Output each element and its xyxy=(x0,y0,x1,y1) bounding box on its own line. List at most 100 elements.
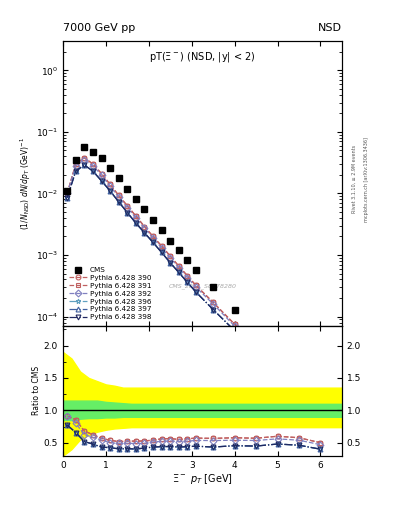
Pythia 6.428 397 xyxy=(176,269,181,275)
CMS xyxy=(73,157,78,163)
Pythia 6.428 398 xyxy=(211,307,215,313)
Line: Pythia 6.428 398: Pythia 6.428 398 xyxy=(65,162,323,405)
Pythia 6.428 390 xyxy=(194,283,198,289)
Pythia 6.428 397 xyxy=(254,350,259,356)
Pythia 6.428 390 xyxy=(176,263,181,269)
Pythia 6.428 391 xyxy=(185,273,190,279)
Pythia 6.428 398 xyxy=(99,178,104,184)
Pythia 6.428 398 xyxy=(194,289,198,295)
Pythia 6.428 390 xyxy=(232,321,237,327)
Pythia 6.428 392 xyxy=(116,194,121,200)
Pythia 6.428 397 xyxy=(134,220,138,226)
Pythia 6.428 392 xyxy=(194,284,198,290)
Pythia 6.428 398 xyxy=(134,220,138,226)
Pythia 6.428 391 xyxy=(168,253,173,259)
Pythia 6.428 397 xyxy=(185,279,190,285)
Pythia 6.428 398 xyxy=(151,239,155,245)
Text: mcplots.cern.ch [arXiv:1306.3436]: mcplots.cern.ch [arXiv:1306.3436] xyxy=(364,137,369,222)
Text: Rivet 3.1.10, ≥ 2.9M events: Rivet 3.1.10, ≥ 2.9M events xyxy=(352,145,357,214)
Pythia 6.428 397 xyxy=(318,399,323,406)
Pythia 6.428 392 xyxy=(159,245,164,251)
Pythia 6.428 390 xyxy=(116,193,121,199)
Pythia 6.428 392 xyxy=(99,172,104,178)
Pythia 6.428 391 xyxy=(134,213,138,219)
Pythia 6.428 397 xyxy=(82,162,87,168)
Pythia 6.428 392 xyxy=(318,395,323,401)
Pythia 6.428 397 xyxy=(90,168,95,174)
Pythia 6.428 396 xyxy=(318,399,323,406)
Pythia 6.428 397 xyxy=(65,195,70,201)
Pythia 6.428 390 xyxy=(125,203,130,209)
Pythia 6.428 396 xyxy=(176,269,181,275)
CMS xyxy=(176,247,181,253)
Pythia 6.428 390 xyxy=(275,364,280,370)
Pythia 6.428 392 xyxy=(134,215,138,221)
Pythia 6.428 390 xyxy=(297,382,301,389)
Text: 7000 GeV pp: 7000 GeV pp xyxy=(63,23,135,33)
Pythia 6.428 391 xyxy=(108,181,112,187)
Pythia 6.428 398 xyxy=(90,168,95,174)
Pythia 6.428 398 xyxy=(159,249,164,255)
Pythia 6.428 391 xyxy=(211,300,215,306)
Pythia 6.428 398 xyxy=(185,279,190,285)
Pythia 6.428 397 xyxy=(142,230,147,236)
Pythia 6.428 391 xyxy=(116,193,121,199)
CMS xyxy=(318,375,323,381)
Pythia 6.428 392 xyxy=(151,235,155,241)
CMS xyxy=(116,175,121,181)
X-axis label: $\Xi^-\ p_T$ [GeV]: $\Xi^-\ p_T$ [GeV] xyxy=(172,472,233,486)
Pythia 6.428 390 xyxy=(73,161,78,167)
Pythia 6.428 396 xyxy=(82,162,87,168)
Pythia 6.428 398 xyxy=(318,399,323,406)
Pythia 6.428 391 xyxy=(125,203,130,209)
CMS xyxy=(142,206,147,212)
Pythia 6.428 396 xyxy=(142,230,147,236)
Pythia 6.428 390 xyxy=(90,161,95,167)
Pythia 6.428 397 xyxy=(168,260,173,266)
Pythia 6.428 396 xyxy=(168,260,173,266)
Pythia 6.428 396 xyxy=(297,389,301,395)
CMS xyxy=(65,188,70,194)
Pythia 6.428 391 xyxy=(151,233,155,240)
Pythia 6.428 397 xyxy=(73,168,78,174)
Pythia 6.428 396 xyxy=(90,168,95,174)
Pythia 6.428 390 xyxy=(65,190,70,197)
Line: Pythia 6.428 390: Pythia 6.428 390 xyxy=(65,155,323,399)
Pythia 6.428 397 xyxy=(297,389,301,395)
Pythia 6.428 390 xyxy=(211,300,215,306)
CMS xyxy=(125,185,130,191)
Pythia 6.428 391 xyxy=(254,343,259,349)
CMS xyxy=(82,144,87,151)
Text: CMS_2011_S8978280: CMS_2011_S8978280 xyxy=(168,283,237,289)
Pythia 6.428 397 xyxy=(211,307,215,313)
CMS xyxy=(159,227,164,233)
Pythia 6.428 392 xyxy=(275,366,280,372)
Pythia 6.428 390 xyxy=(108,181,112,187)
Pythia 6.428 398 xyxy=(176,269,181,275)
Pythia 6.428 396 xyxy=(151,239,155,245)
Pythia 6.428 397 xyxy=(194,289,198,295)
CMS xyxy=(297,368,301,374)
Pythia 6.428 392 xyxy=(297,385,301,391)
Pythia 6.428 396 xyxy=(65,195,70,201)
CMS xyxy=(232,307,237,313)
Pythia 6.428 391 xyxy=(73,161,78,167)
Pythia 6.428 391 xyxy=(65,190,70,197)
Pythia 6.428 398 xyxy=(254,350,259,356)
Pythia 6.428 398 xyxy=(125,209,130,216)
Pythia 6.428 396 xyxy=(125,209,130,216)
Pythia 6.428 391 xyxy=(99,170,104,177)
CMS xyxy=(90,148,95,155)
Pythia 6.428 397 xyxy=(232,328,237,334)
Pythia 6.428 392 xyxy=(142,225,147,231)
Pythia 6.428 396 xyxy=(211,307,215,313)
Pythia 6.428 398 xyxy=(232,328,237,334)
Pythia 6.428 392 xyxy=(254,345,259,351)
Pythia 6.428 396 xyxy=(232,328,237,334)
Pythia 6.428 390 xyxy=(142,223,147,229)
Pythia 6.428 398 xyxy=(142,230,147,236)
Pythia 6.428 391 xyxy=(176,263,181,269)
Pythia 6.428 396 xyxy=(185,279,190,285)
Pythia 6.428 390 xyxy=(159,243,164,249)
CMS xyxy=(168,238,173,244)
